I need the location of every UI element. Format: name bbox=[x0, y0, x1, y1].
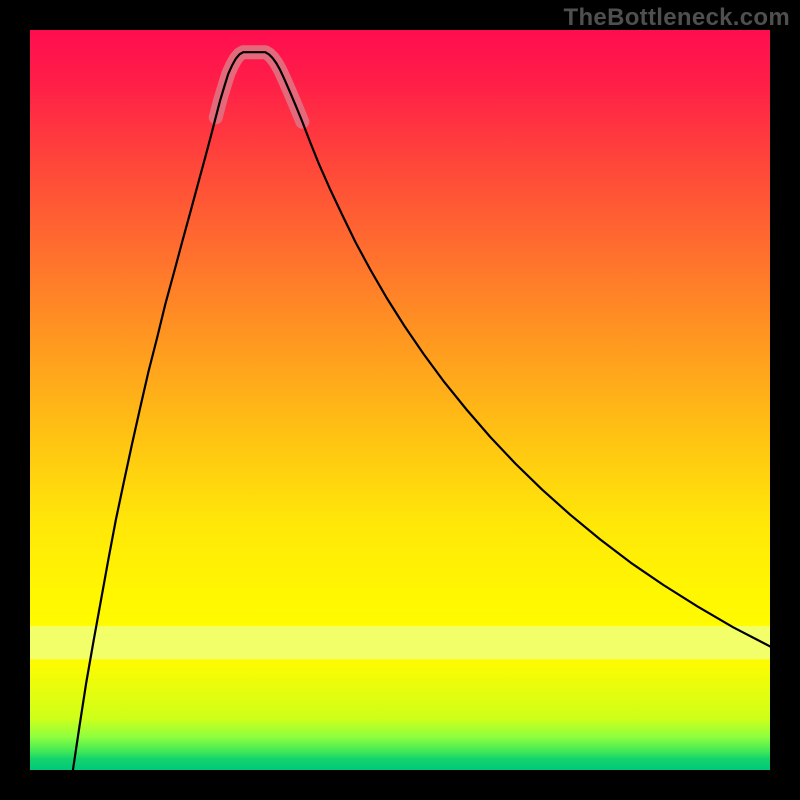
chart-svg bbox=[30, 30, 770, 770]
plot-area bbox=[30, 30, 770, 770]
watermark-text: TheBottleneck.com bbox=[564, 4, 790, 32]
